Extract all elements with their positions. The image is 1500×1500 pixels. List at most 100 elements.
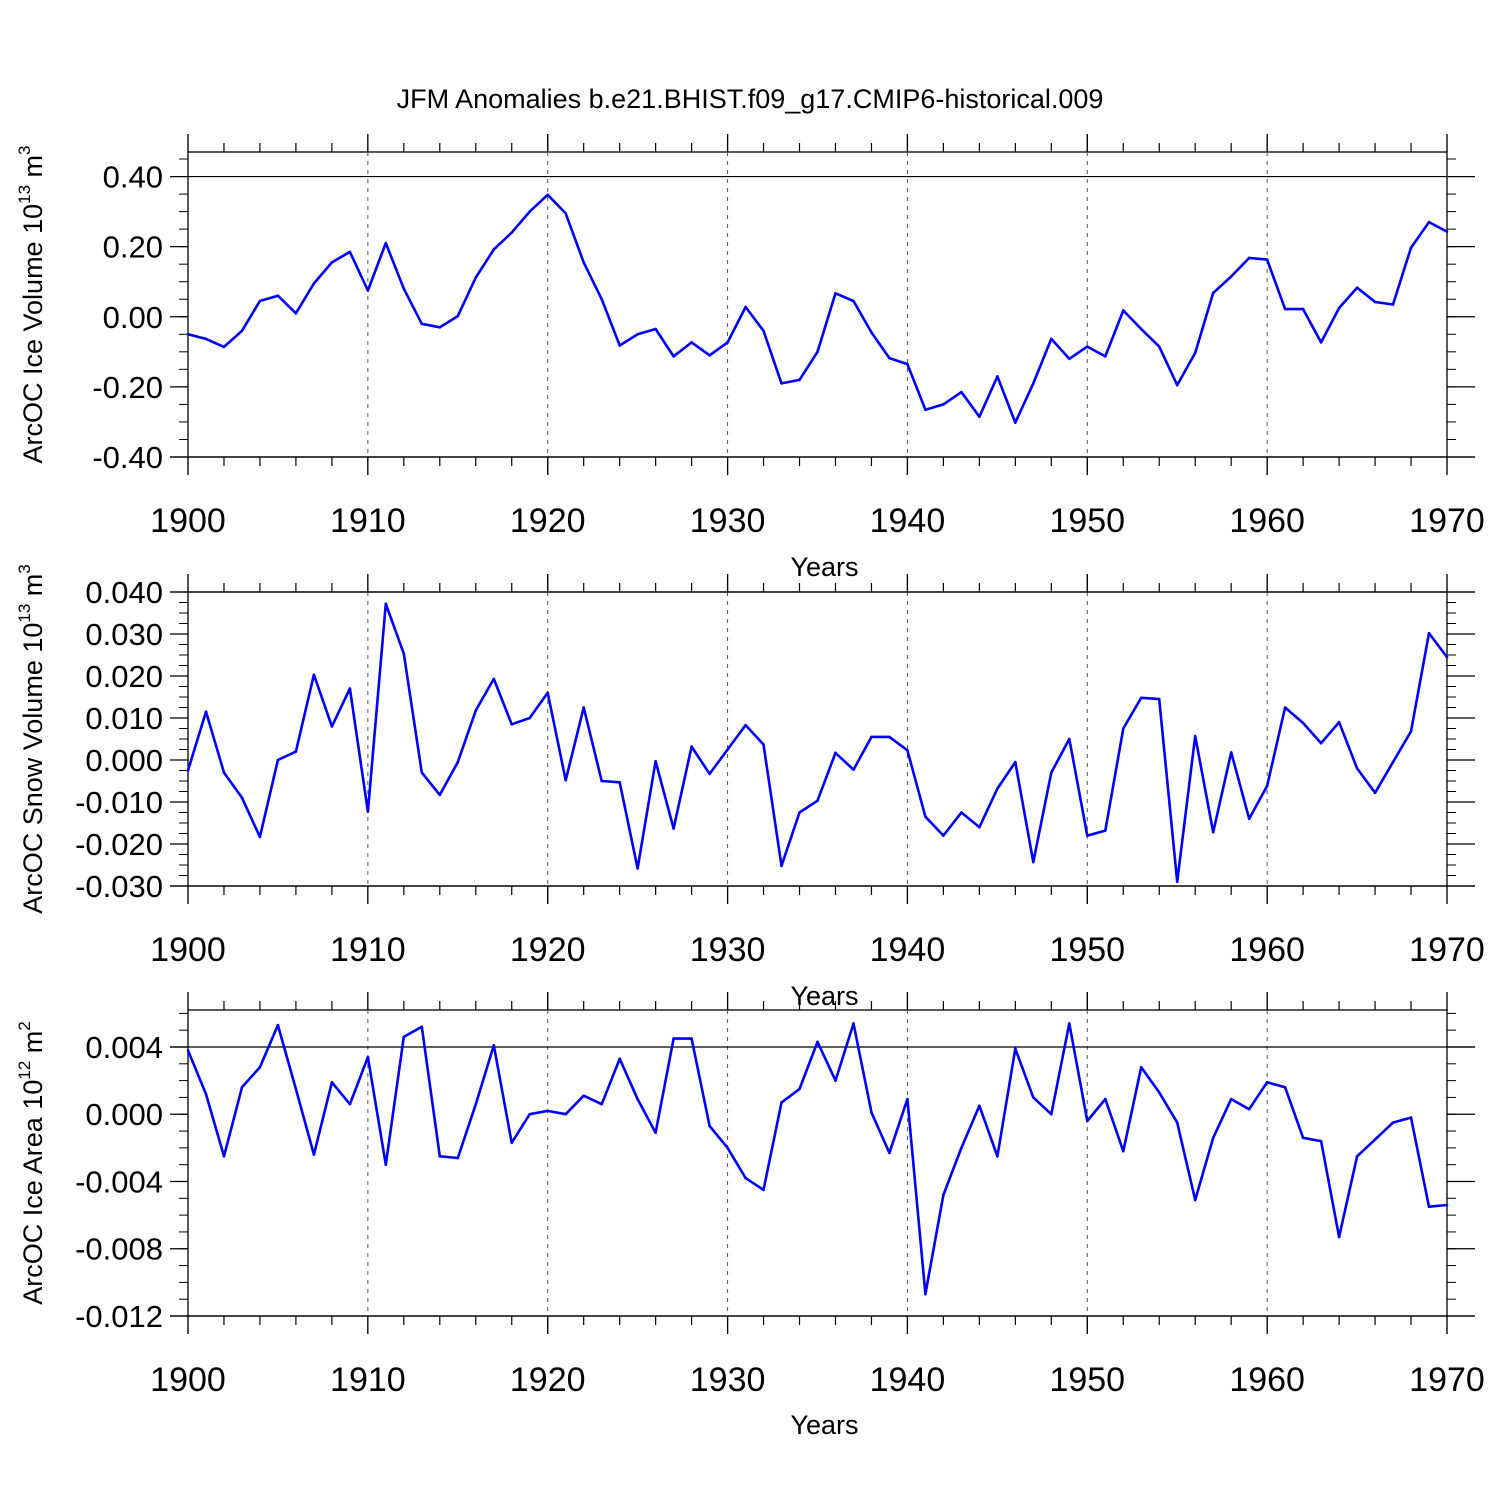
x-tick-label: 1970 bbox=[1409, 1361, 1485, 1399]
data-point bbox=[978, 825, 981, 829]
data-point bbox=[906, 362, 909, 366]
data-point bbox=[348, 1102, 352, 1106]
data-point bbox=[204, 337, 208, 341]
y-tick-label: -0.20 bbox=[92, 370, 163, 405]
y-tick-label: 0.030 bbox=[85, 617, 163, 652]
data-point bbox=[1445, 230, 1449, 233]
data-point bbox=[276, 294, 280, 298]
data-point bbox=[1175, 383, 1179, 387]
data-point bbox=[1283, 307, 1287, 311]
data-point bbox=[834, 751, 837, 755]
y-axis-label-unit-exponent: 3 bbox=[15, 564, 34, 573]
data-point bbox=[1211, 291, 1215, 295]
data-point bbox=[708, 772, 711, 776]
y-tick-label: 0.20 bbox=[103, 230, 163, 265]
data-point bbox=[780, 1101, 783, 1104]
y-tick-label: -0.010 bbox=[75, 785, 163, 820]
data-point bbox=[870, 1111, 873, 1114]
data-point bbox=[1032, 382, 1035, 385]
data-point bbox=[222, 771, 226, 774]
data-point bbox=[690, 341, 693, 344]
data-point bbox=[366, 1055, 370, 1059]
data-point bbox=[744, 305, 747, 309]
y-tick-label: 0.00 bbox=[103, 300, 163, 335]
data-point bbox=[942, 834, 945, 837]
data-point bbox=[1121, 727, 1125, 730]
data-point bbox=[1247, 1107, 1251, 1111]
data-point bbox=[330, 725, 334, 728]
data-point bbox=[672, 827, 675, 830]
y-tick-label: -0.008 bbox=[75, 1232, 163, 1267]
data-point bbox=[996, 375, 999, 378]
data-point bbox=[798, 378, 801, 382]
y-axis-label-unit-exponent: 2 bbox=[15, 1021, 34, 1030]
data-point bbox=[1319, 341, 1323, 344]
data-point bbox=[852, 768, 855, 771]
data-point bbox=[474, 1102, 478, 1106]
x-tick-label: 1920 bbox=[510, 1361, 586, 1399]
data-point bbox=[726, 1146, 729, 1150]
data-point bbox=[1337, 720, 1341, 724]
data-point bbox=[780, 382, 783, 385]
x-tick-label: 1910 bbox=[330, 502, 406, 540]
data-point bbox=[600, 1102, 603, 1106]
data-point bbox=[816, 1040, 819, 1044]
y-axis-label-text: ArcOC Snow Volume 10 bbox=[18, 623, 48, 914]
data-point bbox=[1301, 721, 1305, 725]
chart-panel-2: -0.030 -0.020 -0.010 0.000 0.010 0.020 0.030 0.… bbox=[15, 564, 1485, 1011]
data-point bbox=[276, 1023, 280, 1027]
data-point bbox=[1265, 784, 1269, 788]
y-axis-label: ArcOC Snow Volume 1013 m3 bbox=[15, 564, 48, 914]
y-axis-label-exponent: 13 bbox=[15, 185, 34, 204]
data-point bbox=[762, 329, 765, 333]
data-point bbox=[492, 1044, 496, 1047]
data-point bbox=[1265, 1080, 1269, 1084]
data-point bbox=[636, 1097, 639, 1101]
y-tick-label: 0.000 bbox=[85, 1097, 163, 1132]
y-tick-label: 0.004 bbox=[85, 1030, 163, 1065]
data-point bbox=[384, 241, 388, 245]
data-point bbox=[618, 1057, 621, 1061]
data-point bbox=[186, 332, 190, 336]
data-point bbox=[1265, 258, 1269, 261]
data-point bbox=[402, 1035, 406, 1039]
data-point bbox=[1175, 1121, 1179, 1124]
data-point bbox=[798, 811, 801, 814]
data-point bbox=[1211, 830, 1215, 834]
data-point bbox=[1319, 1139, 1323, 1143]
data-point bbox=[312, 1153, 316, 1156]
data-point bbox=[780, 864, 783, 868]
data-point bbox=[420, 1025, 424, 1029]
data-point bbox=[1014, 1047, 1017, 1050]
figure-title: JFM Anomalies b.e21.BHIST.f09_g17.CMIP6-… bbox=[396, 84, 1104, 114]
data-point bbox=[708, 1124, 711, 1128]
data-point bbox=[276, 758, 280, 762]
y-tick-label: 0.020 bbox=[85, 659, 163, 694]
data-point bbox=[564, 778, 567, 782]
x-tick-label: 1950 bbox=[1049, 931, 1125, 969]
data-point bbox=[546, 1109, 550, 1113]
data-point bbox=[474, 709, 478, 712]
data-point bbox=[852, 1022, 855, 1025]
data-point bbox=[1373, 300, 1377, 304]
data-point bbox=[1085, 834, 1089, 837]
data-point bbox=[528, 1112, 532, 1116]
data-point bbox=[1068, 737, 1071, 741]
data-point bbox=[240, 1086, 244, 1089]
data-point bbox=[366, 810, 370, 813]
series-line bbox=[187, 193, 1448, 424]
data-point bbox=[744, 723, 747, 727]
data-point bbox=[312, 282, 316, 285]
y-axis-label-unit: m bbox=[18, 1031, 48, 1061]
data-point bbox=[960, 390, 963, 394]
data-point bbox=[654, 759, 657, 763]
y-tick-label: -0.012 bbox=[75, 1299, 163, 1334]
data-point bbox=[456, 314, 460, 318]
data-point bbox=[1103, 355, 1107, 358]
data-point bbox=[1427, 631, 1431, 635]
x-tick-label: 1910 bbox=[330, 1361, 406, 1399]
x-axis-label: Years bbox=[790, 1410, 858, 1440]
data-point bbox=[294, 1087, 298, 1091]
data-point bbox=[402, 652, 406, 656]
data-point bbox=[1247, 256, 1251, 260]
